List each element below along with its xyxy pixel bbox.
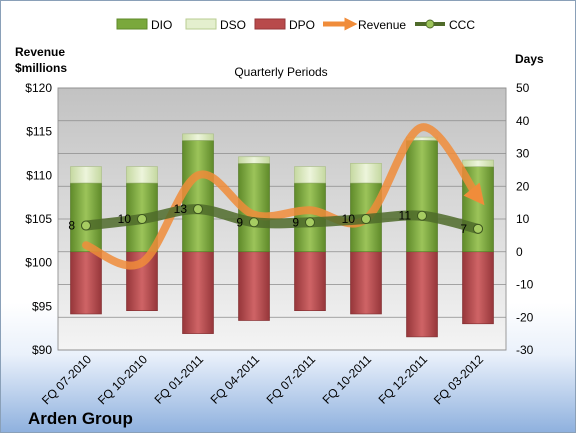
legend-swatch-ccc-marker [425, 19, 435, 29]
ccc-point [193, 204, 203, 215]
left-axis-tick-label: $95 [32, 299, 52, 313]
x-axis-tick-label: FQ 10-2010 [95, 352, 150, 407]
bar-dio [70, 182, 102, 253]
revenue-line [82, 123, 485, 270]
left-axis-tick-label: $115 [26, 125, 52, 139]
x-axis-tick-label: FQ 07-2011 [264, 352, 319, 407]
bar-dso [350, 163, 382, 184]
legend-label-dio: DIO [151, 18, 172, 32]
legend-label-dso: DSO [220, 18, 246, 32]
bar-dso [182, 133, 214, 141]
legend-label-dpo: DPO [289, 18, 315, 32]
ccc-point [473, 223, 483, 234]
right-axis-tick-label: -10 [516, 278, 534, 292]
right-axis-tick-label: -20 [516, 310, 534, 324]
legend-label-revenue: Revenue [358, 18, 406, 32]
right-axis-tick-label: -30 [516, 343, 534, 357]
legend: DIO DSO DPO Revenue CCC [116, 17, 475, 32]
ccc-data-label: 9 [236, 215, 243, 229]
bar-dio [182, 140, 214, 253]
bar-dso [462, 159, 494, 167]
ccc-data-label: 8 [68, 219, 75, 233]
bar-dso [238, 156, 270, 164]
left-axis-tick-label: $100 [25, 256, 52, 270]
company-name: Arden Group [28, 409, 133, 428]
bar-dpo [238, 251, 270, 321]
ccc-data-label: 11 [399, 209, 412, 223]
bar-dpo [406, 251, 438, 338]
ccc-data-label: 10 [342, 212, 356, 226]
x-axis-tick-label: FQ 01-2011 [152, 352, 207, 407]
left-axis-tick-label: $110 [26, 168, 52, 182]
x-axis-tick-label: FQ 12-2011 [376, 352, 431, 407]
ccc-point [137, 214, 147, 224]
lines: 8 10 13 9 9 10 11 7 [68, 123, 485, 270]
left-axis-label-line1: Revenue [15, 45, 65, 59]
right-axis-tick-label: 20 [516, 179, 530, 193]
ccc-data-label: 9 [292, 215, 299, 229]
bar-dpo [462, 251, 494, 325]
ccc-point [81, 220, 91, 231]
ccc-point [305, 217, 315, 228]
right-axis-tick-label: 0 [516, 245, 523, 259]
chart-title: Quarterly Periods [234, 65, 327, 79]
left-axis-label-line2: $millions [15, 61, 67, 75]
ccc-point [361, 214, 371, 224]
right-axis-tick-label: 10 [516, 212, 530, 226]
bar-dso [70, 166, 102, 184]
ccc-point [417, 210, 427, 221]
right-axis-label: Days [515, 52, 544, 66]
left-axis-tick-label: $90 [32, 343, 52, 357]
bar-dpo [182, 251, 214, 334]
ccc-data-label: 10 [118, 212, 132, 226]
bar-dpo [294, 251, 326, 312]
legend-swatch-dso [185, 18, 217, 30]
ccc-point [249, 217, 259, 228]
x-axis-tick-label: FQ 10-2011 [320, 352, 375, 407]
left-axis-tick-label: $105 [25, 212, 52, 226]
left-axis-tick-label: $120 [25, 81, 52, 95]
x-axis-tick-label: FQ 03-2012 [431, 352, 486, 407]
right-axis-tick-label: 30 [516, 147, 530, 161]
bars [70, 133, 494, 338]
bar-dso [294, 166, 326, 184]
legend-swatch-dio [116, 18, 148, 30]
ccc-data-label: 13 [174, 202, 188, 216]
bar-dso [126, 166, 158, 184]
right-axis-tick-label: 40 [516, 114, 530, 128]
bar-dpo [70, 251, 102, 315]
bar-dpo [350, 251, 382, 315]
ccc-data-label: 7 [460, 222, 467, 236]
legend-label-ccc: CCC [449, 18, 475, 32]
legend-swatch-dpo [254, 18, 286, 30]
right-axis-tick-label: 50 [516, 81, 530, 95]
x-axis-tick-label: FQ 04-2011 [208, 352, 263, 407]
x-axis-tick-label: FQ 07-2010 [39, 352, 94, 407]
bar-dio [406, 140, 438, 253]
